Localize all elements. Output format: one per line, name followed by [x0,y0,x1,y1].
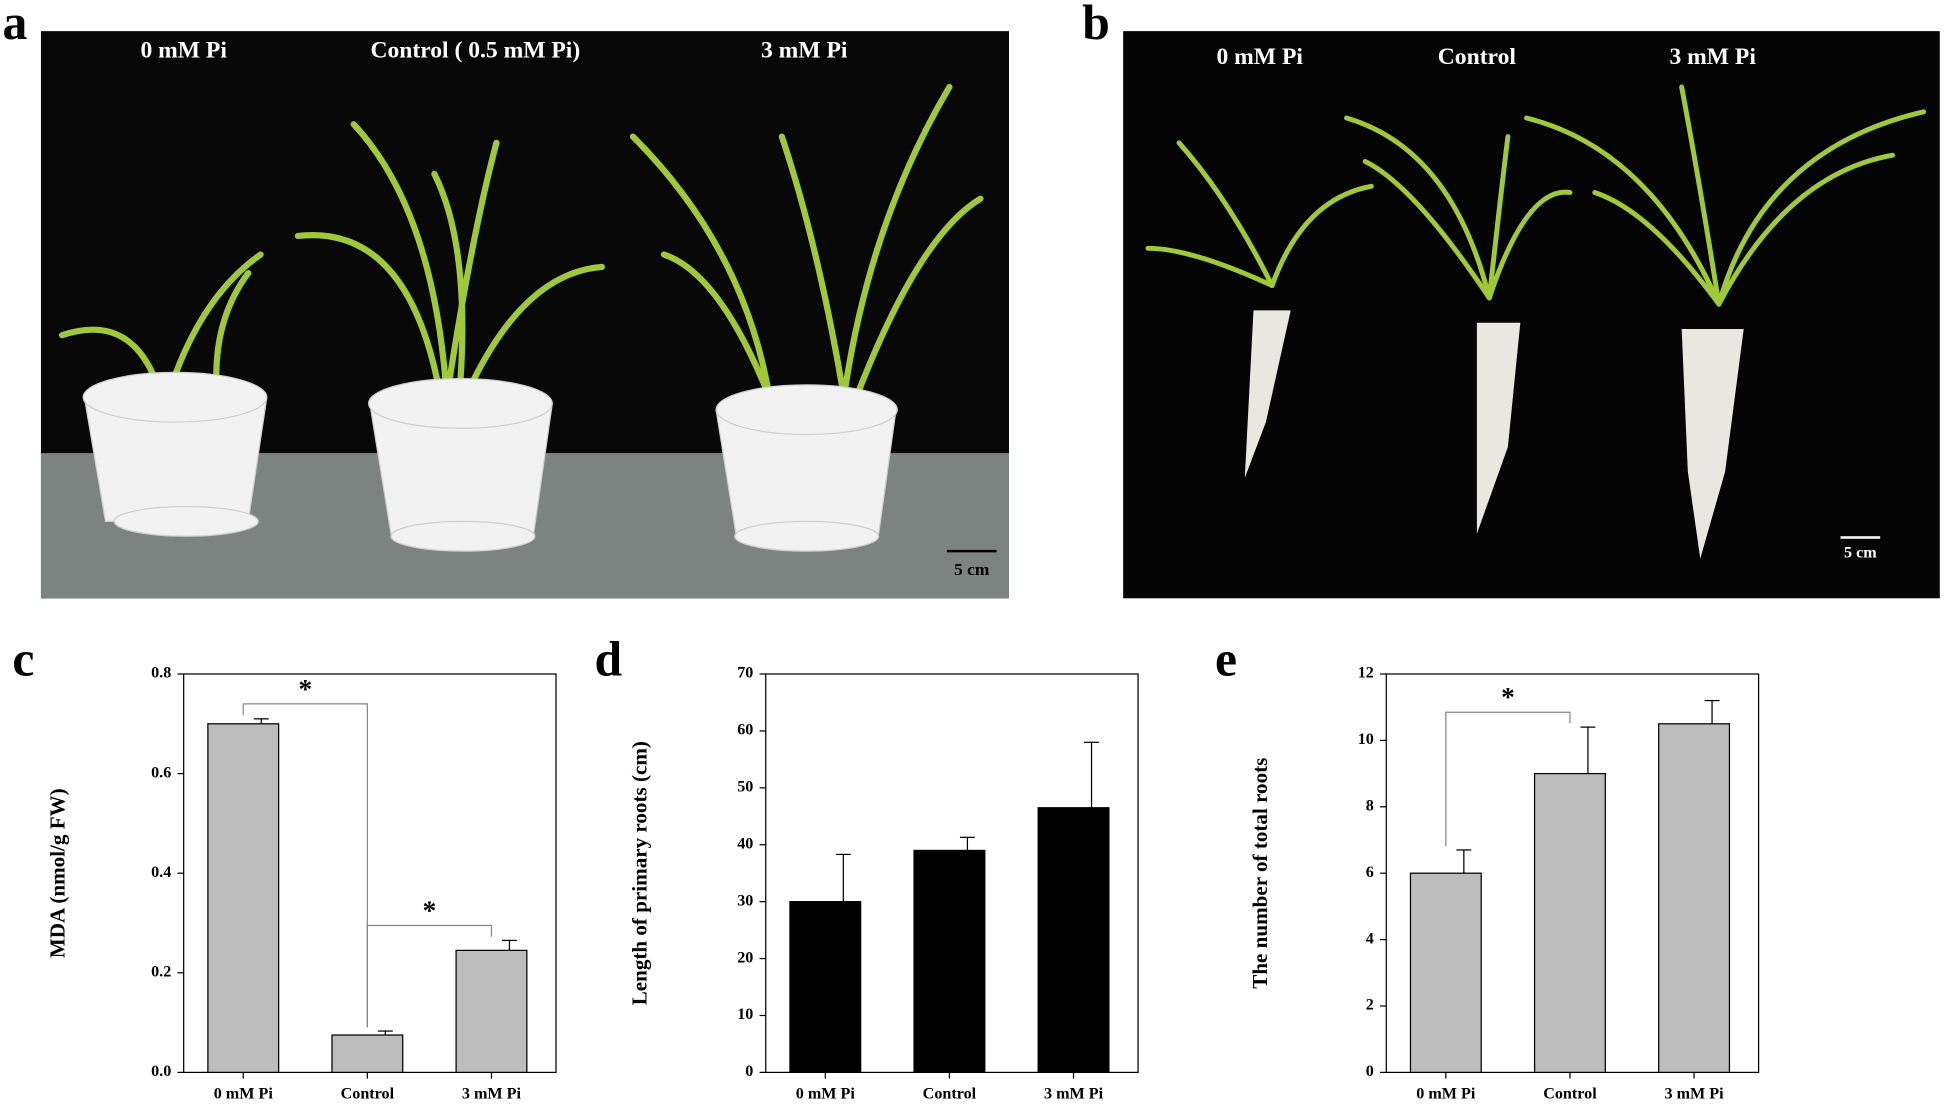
bar [207,723,280,1074]
y-axis-label: Length of primary roots (cm) [627,741,651,1005]
photo-a [40,31,1009,599]
y-axis-label: MDA (nmol/g FW) [45,788,69,958]
x-tick-label: 3 mM Pi [1044,1085,1104,1102]
y-tick-label: 40 [737,835,753,852]
bar [455,949,528,1074]
y-tick-label: 50 [737,779,753,796]
panel-letter: a [2,0,27,50]
x-tick-label: Control [923,1085,977,1102]
photo-label: Control [1438,44,1517,70]
y-tick-label: 0.6 [151,764,171,781]
y-tick-label: 0.0 [151,1063,171,1080]
y-tick-label: 0 [745,1063,753,1080]
photo-b [1123,31,1940,599]
significance-bracket [242,703,368,1028]
x-tick-label: 0 mM Pi [796,1085,856,1102]
photo-label: 0 mM Pi [140,38,227,64]
scale-label: 5 cm [1844,544,1877,561]
bar [1409,872,1482,1074]
scale-label: 5 cm [954,560,990,579]
y-tick-label: 6 [1366,864,1374,881]
y-tick-label: 8 [1366,798,1374,815]
panel-letter: e [1215,631,1237,686]
photo-label: Control ( 0.5 mM Pi) [370,38,580,64]
significance-bracket [366,924,493,1028]
bar [1037,807,1110,1074]
x-tick-label: 0 mM Pi [1416,1085,1476,1102]
photo-label: 3 mM Pi [761,38,848,64]
y-tick-label: 12 [1358,665,1374,682]
significance-bracket [1445,711,1571,847]
bar [331,1034,404,1074]
y-tick-label: 10 [1358,731,1374,748]
y-tick-label: 0.2 [151,963,171,980]
y-tick-label: 2 [1366,997,1374,1014]
y-tick-label: 4 [1366,930,1374,947]
y-tick-label: 20 [737,949,753,966]
photo-label: 0 mM Pi [1216,44,1303,70]
bar [913,849,986,1074]
significance-mark: * [423,895,437,925]
x-tick-label: 0 mM Pi [214,1085,274,1102]
y-tick-label: 10 [737,1006,753,1023]
y-tick-label: 0.8 [151,665,171,682]
y-tick-label: 70 [737,665,753,682]
bar [1533,772,1606,1074]
y-axis-label: The number of total roots [1248,758,1272,989]
x-tick-label: Control [341,1085,395,1102]
significance-mark: * [298,674,312,704]
bar [1658,723,1731,1074]
x-tick-label: Control [1543,1085,1597,1102]
panel-letter: d [594,631,622,686]
x-tick-label: 3 mM Pi [462,1085,522,1102]
y-tick-label: 60 [737,722,753,739]
bar [789,901,862,1074]
panel-letter: b [1082,0,1110,50]
y-tick-label: 0 [1366,1063,1374,1080]
y-tick-label: 0.4 [151,864,171,881]
x-tick-label: 3 mM Pi [1665,1085,1725,1102]
y-tick-label: 30 [737,892,753,909]
significance-mark: * [1501,682,1515,712]
panel-letter: c [12,631,34,686]
photo-label: 3 mM Pi [1669,44,1756,70]
